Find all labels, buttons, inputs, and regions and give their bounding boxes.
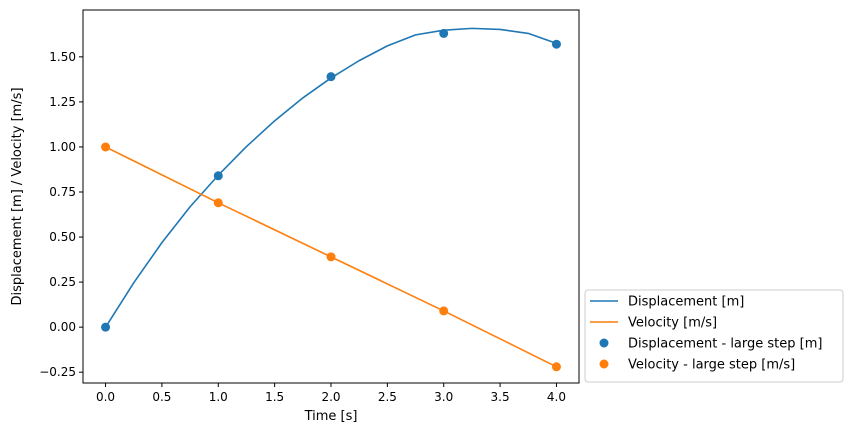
x-tick-label: 3.5: [491, 390, 510, 404]
y-tick-label: 0.75: [49, 185, 76, 199]
legend-label-displacement-m: Displacement [m]: [628, 295, 744, 310]
velocity-large-step-m-s-point: [326, 252, 336, 262]
velocity-large-step-m-s-point: [439, 306, 449, 316]
y-tick-label: 0.00: [49, 320, 76, 334]
velocity-large-step-m-s-point: [551, 362, 561, 372]
x-tick-label: 0.5: [152, 390, 171, 404]
series-layer: [101, 27, 561, 372]
displacement-large-step-m-point: [551, 39, 561, 49]
y-tick-label: 1.00: [49, 140, 76, 154]
displacement-large-step-m-point: [326, 72, 336, 82]
legend-label-displacement-large-step-m: Displacement - large step [m]: [628, 337, 822, 352]
plot-frame: [82, 9, 580, 384]
x-tick-label: 3.0: [434, 390, 453, 404]
y-axis-ticks: −0.25 0.00 0.25 0.50 0.75 1.00 1.25 1.50: [39, 50, 83, 379]
displacement-large-step-m-point: [101, 322, 111, 332]
y-tick-label: 1.50: [49, 50, 76, 64]
y-tick-label: 0.50: [49, 230, 76, 244]
legend-swatch-displacement-large-step-m: [599, 338, 609, 348]
velocity-large-step-m-s-point: [213, 198, 223, 208]
x-tick-label: 2.0: [321, 390, 340, 404]
displacement-large-step-m-point: [213, 171, 223, 181]
legend: Displacement [m] Velocity [m/s] Displaceme…: [584, 289, 844, 383]
x-tick-label: 2.5: [378, 390, 397, 404]
y-tick-label: 1.25: [49, 95, 76, 109]
x-tick-label: 1.0: [209, 390, 228, 404]
legend-frame: [584, 289, 844, 383]
displacement-large-step-m-point: [439, 28, 449, 38]
plot-area: 0.0 0.5 1.0 1.5 2.0 2.5 3.0 3.5 4.0 −0.25 0.00 0.2…: [39, 9, 580, 404]
legend-label-velocity-large-step-m-s: Velocity - large step [m/s]: [628, 358, 795, 373]
legend-items: Displacement [m] Velocity [m/s] Displaceme…: [590, 295, 822, 373]
x-tick-label: 1.5: [265, 390, 284, 404]
x-axis-ticks: 0.0 0.5 1.0 1.5 2.0 2.5 3.0 3.5 4.0: [96, 383, 566, 404]
y-axis-label: Displacement [m] / Velocity [m/s]: [10, 87, 25, 305]
y-tick-label: 0.25: [49, 275, 76, 289]
y-tick-label: −0.25: [39, 365, 76, 379]
x-axis-label: Time [s]: [304, 409, 358, 424]
velocity-large-step-m-s-point: [101, 142, 111, 152]
legend-swatch-velocity-large-step-m-s: [599, 359, 609, 369]
legend-label-velocity-m-s: Velocity [m/s]: [628, 316, 717, 331]
x-tick-label: 4.0: [547, 390, 566, 404]
x-tick-label: 0.0: [96, 390, 115, 404]
